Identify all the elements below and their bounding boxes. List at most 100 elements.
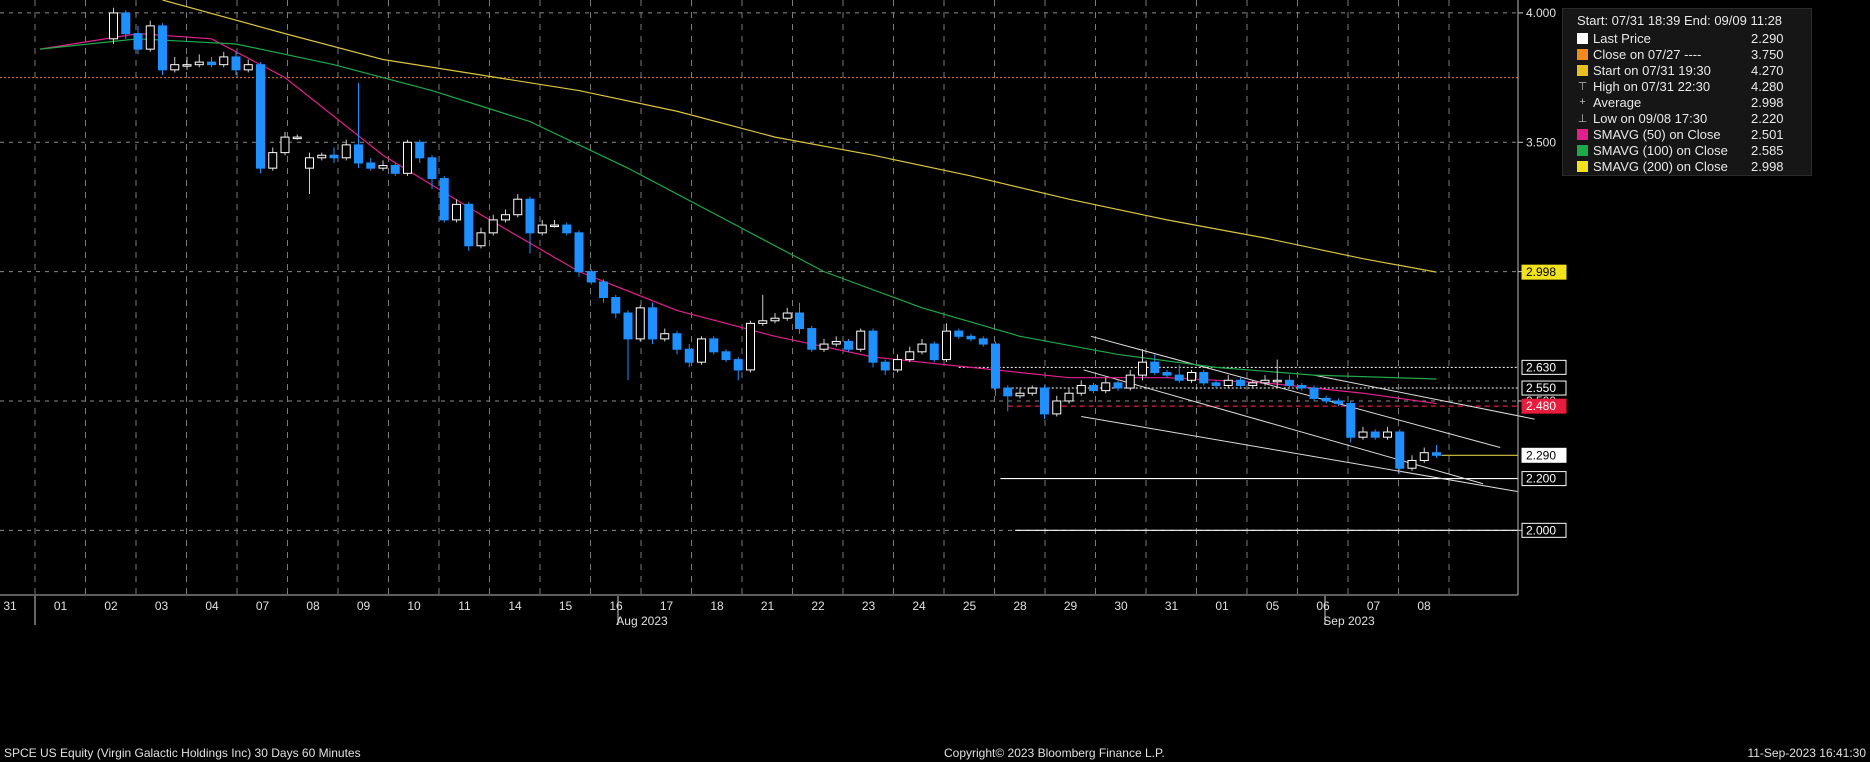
candle-body — [1064, 392, 1074, 402]
candle-body — [1358, 431, 1368, 438]
candle-body — [721, 351, 731, 361]
candle-body — [1101, 382, 1111, 392]
x-tick-label: 23 — [862, 599, 876, 613]
candle-body — [292, 136, 302, 140]
legend-swatch-icon — [1577, 160, 1588, 172]
candle-body — [1432, 452, 1441, 456]
price-label-box — [1521, 380, 1567, 396]
legend-row: Last Price 2.290 — [1563, 30, 1811, 46]
legend-label: Low on 09/08 17:30 — [1593, 110, 1708, 126]
legend-label: Average — [1593, 94, 1642, 110]
price-label-box — [1521, 359, 1567, 375]
candle-body — [243, 64, 253, 71]
candle-body — [256, 64, 265, 169]
candle-body — [133, 33, 143, 50]
legend-swatch-icon — [1577, 64, 1588, 76]
price-label-box — [1521, 522, 1567, 538]
price-label: 2.290 — [1526, 448, 1556, 462]
legend-value: 2.998 — [1751, 158, 1784, 174]
legend-label: Last Price — [1593, 30, 1651, 46]
candle-body — [758, 320, 768, 324]
x-tick-label: 09 — [357, 599, 371, 613]
legend-value: 4.280 — [1751, 78, 1784, 94]
candle-body — [966, 335, 976, 340]
x-tick-label: 17 — [660, 599, 674, 613]
candle-body — [488, 219, 498, 234]
candle-body — [366, 162, 376, 169]
price-label: 2.480 — [1526, 399, 1556, 413]
price-label: 2.550 — [1526, 381, 1556, 395]
candle-body — [1113, 382, 1123, 389]
x-tick-label: 05 — [1266, 599, 1280, 613]
candle-body — [501, 214, 510, 221]
candle-body — [1089, 384, 1098, 392]
candle-body — [1003, 387, 1013, 397]
candle-body — [880, 361, 890, 371]
y-tick-label: 3.500 — [1526, 135, 1556, 149]
candle-body — [1272, 379, 1282, 383]
candle-body — [1419, 452, 1429, 461]
legend-label: Start on 07/31 19:30 — [1593, 62, 1711, 78]
legend-row: Close on 07/27 ---- 3.750 — [1563, 46, 1811, 62]
x-tick-label: 10 — [407, 599, 421, 613]
candle-body — [427, 157, 437, 180]
candle-body — [1027, 387, 1037, 394]
candle-body — [599, 281, 608, 299]
candle-body — [1297, 384, 1307, 389]
candle-body — [574, 232, 584, 273]
candle-body — [1199, 372, 1209, 384]
x-month-label: Aug 2023 — [616, 614, 668, 628]
candle-body — [109, 12, 118, 40]
candles — [109, 7, 1441, 474]
legend-value: 3.750 — [1751, 46, 1784, 62]
price-label: 2.200 — [1526, 472, 1556, 486]
price-label: 2.630 — [1526, 360, 1556, 374]
candle-body — [1309, 387, 1319, 399]
price-label-box — [1521, 447, 1567, 463]
footer-copyright: Copyright© 2023 Bloomberg Finance L.P. — [944, 746, 1165, 760]
x-tick-label: 21 — [761, 599, 775, 613]
candle-body — [844, 340, 853, 350]
candle-body — [1015, 392, 1025, 397]
x-tick-label: 03 — [155, 599, 169, 613]
legend-symbol-icon: ⊤ — [1577, 80, 1588, 93]
price-label: 2.000 — [1526, 523, 1556, 537]
candle-body — [439, 178, 449, 221]
candle-body — [917, 343, 927, 353]
candle-body — [537, 224, 547, 234]
candle-body — [893, 359, 902, 371]
x-tick-label: 01 — [1215, 599, 1229, 613]
x-tick-label: 01 — [54, 599, 68, 613]
candle-body — [1285, 379, 1294, 386]
legend-label: SMAVG (50) on Close — [1593, 126, 1721, 142]
sma-line — [39, 33, 1437, 405]
candle-body — [550, 224, 559, 228]
candle-body — [648, 307, 657, 340]
candle-body — [1125, 374, 1135, 389]
legend-row: SMAVG (200) on Close 2.998 — [1563, 158, 1811, 174]
candle-body — [182, 64, 192, 67]
legend-value: 4.270 — [1751, 62, 1784, 78]
legend-swatch-icon — [1577, 144, 1588, 156]
x-tick-label: 31 — [3, 599, 17, 613]
legend-label: SMAVG (200) on Close — [1593, 158, 1728, 174]
legend-value: 2.220 — [1751, 110, 1784, 126]
channel-upper — [1090, 335, 1501, 449]
legend-header: Start: 07/31 18:39 End: 09/09 11:28 — [1577, 13, 1783, 28]
candle-body — [305, 157, 314, 169]
x-tick-label: 11 — [458, 599, 471, 613]
candle-body — [1383, 431, 1392, 438]
candle-body — [672, 333, 682, 350]
candle-body — [1236, 379, 1245, 386]
candle-body — [268, 152, 278, 169]
candle-body — [452, 203, 461, 221]
candle-body — [905, 351, 915, 361]
candle-body — [1138, 361, 1147, 376]
legend-swatch-icon — [1577, 48, 1588, 60]
candle-body — [611, 297, 621, 314]
legend-swatch-icon — [1577, 128, 1588, 140]
chart-axes: 4.0003.5003.0002.5002.000310102030407080… — [0, 0, 1567, 628]
legend-row: SMAVG (100) on Close 2.585 — [1563, 142, 1811, 158]
legend-label: High on 07/31 22:30 — [1593, 78, 1711, 94]
